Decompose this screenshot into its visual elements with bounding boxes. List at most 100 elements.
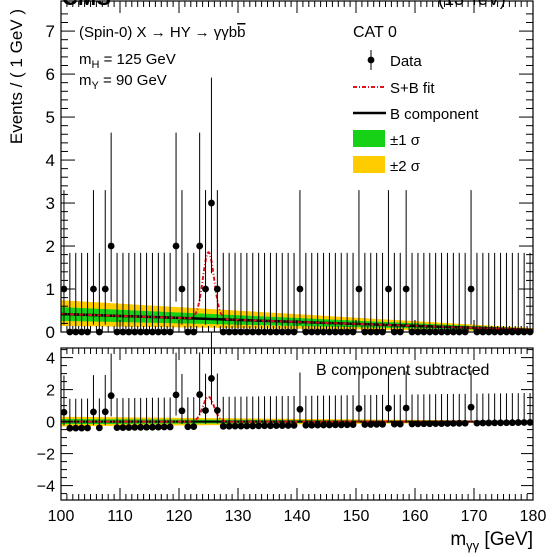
experiment-label: CMS — [62, 0, 111, 10]
residual-point — [326, 421, 333, 429]
residual-point — [149, 423, 156, 431]
x-tick-label: 150 — [343, 508, 370, 525]
main-y-tick-label: 0 — [46, 323, 55, 342]
residual-point — [178, 407, 186, 415]
main-y-tick-label: 5 — [46, 108, 55, 127]
data-point — [467, 285, 475, 293]
energy-label: (13 TeV) — [438, 0, 506, 9]
ratio-y-tick-label: −2 — [37, 447, 55, 464]
legend-data-label: Data — [390, 53, 422, 70]
x-tick-label: 120 — [166, 508, 193, 525]
residual-point — [166, 423, 174, 431]
residual-point — [267, 422, 274, 430]
residual-point — [479, 419, 487, 427]
residual-point — [125, 424, 133, 431]
residual-point — [131, 423, 139, 431]
residual-point — [143, 423, 150, 431]
residual-point — [190, 423, 198, 431]
residual-point — [396, 420, 404, 428]
ratio-title: B component subtracted — [316, 362, 489, 379]
residual-point — [296, 405, 304, 413]
legend: Data S+B fit B component ±1 σ ±2 σ — [353, 50, 479, 175]
residual-point — [284, 422, 292, 429]
x-tick-label: 110 — [107, 508, 133, 525]
residual-point — [408, 420, 416, 428]
residual-point — [461, 419, 469, 427]
residual-point — [414, 420, 422, 428]
data-point — [208, 199, 215, 207]
residual-point — [420, 420, 428, 428]
legend-sb-fit-label: S+B fit — [390, 80, 435, 97]
residual-point — [438, 420, 445, 427]
residual-point — [473, 419, 481, 427]
residual-point — [78, 424, 86, 432]
mh-label: mH = 125 GeV — [79, 51, 176, 71]
main-y-tick-label: 3 — [46, 194, 55, 213]
legend-1sigma-swatch — [353, 130, 385, 147]
residual-point — [426, 420, 434, 428]
data-point — [213, 285, 221, 293]
residual-signal-line — [61, 395, 533, 423]
residual-point — [84, 424, 91, 432]
residual-point — [72, 424, 80, 432]
residual-point — [449, 419, 457, 427]
residual-point — [314, 421, 322, 429]
data-point — [101, 285, 109, 293]
residual-point — [491, 419, 499, 427]
residual-point — [367, 421, 375, 428]
residual-point — [308, 421, 316, 429]
residual-point — [337, 421, 345, 429]
residual-point — [444, 420, 451, 427]
residual-point — [272, 422, 280, 430]
residual-point — [137, 423, 145, 431]
x-tick-label: 130 — [225, 508, 252, 525]
residual-point — [90, 408, 97, 416]
main-y-tick-label: 2 — [46, 237, 55, 256]
data-point — [202, 285, 209, 293]
residual-point — [208, 375, 215, 382]
ratio-y-tick-label: −4 — [37, 479, 55, 496]
main-y-tick-label: 7 — [46, 22, 55, 41]
residual-point — [255, 422, 263, 430]
residual-point — [231, 422, 239, 430]
data-point — [296, 285, 304, 293]
residual-point — [385, 404, 392, 412]
sb-fit-line — [61, 251, 533, 331]
residual-point — [467, 403, 475, 411]
residual-point — [520, 419, 528, 426]
residual-point — [219, 422, 227, 430]
residual-point — [172, 391, 180, 399]
residual-point — [343, 421, 351, 429]
residual-point — [278, 422, 286, 429]
residual-point — [243, 422, 251, 430]
data-point — [107, 242, 115, 250]
residual-point — [503, 419, 510, 427]
y-axis-title: Events / ( 1 GeV ) — [7, 9, 26, 144]
residual-point — [107, 392, 115, 400]
residual-point — [497, 419, 504, 427]
residual-point — [379, 420, 386, 428]
legend-1sigma-label: ±1 σ — [390, 132, 421, 149]
residual-point — [154, 423, 162, 431]
ratio-y-tick-label: 4 — [46, 351, 55, 368]
x-tick-label: 180 — [520, 508, 547, 525]
residual-point — [196, 391, 204, 398]
residual-point — [355, 405, 363, 412]
legend-b-component-label: B component — [390, 106, 479, 123]
residual-point — [349, 421, 357, 429]
residual-point — [432, 420, 440, 428]
ratio-y-tick-label: 2 — [46, 383, 55, 400]
residual-point — [526, 419, 534, 426]
my-label: mY = 90 GeV — [79, 72, 167, 92]
data-point — [385, 285, 392, 293]
residual-point — [320, 421, 327, 429]
x-tick-label: 170 — [461, 508, 488, 525]
data-point — [402, 285, 410, 293]
residual-point — [485, 419, 493, 427]
data-point — [172, 242, 180, 250]
main-y-tick-label: 1 — [46, 280, 55, 299]
main-y-tick-label: 6 — [46, 65, 55, 84]
residual-point — [514, 419, 522, 426]
ratio-y-tick-label: 0 — [46, 415, 55, 432]
